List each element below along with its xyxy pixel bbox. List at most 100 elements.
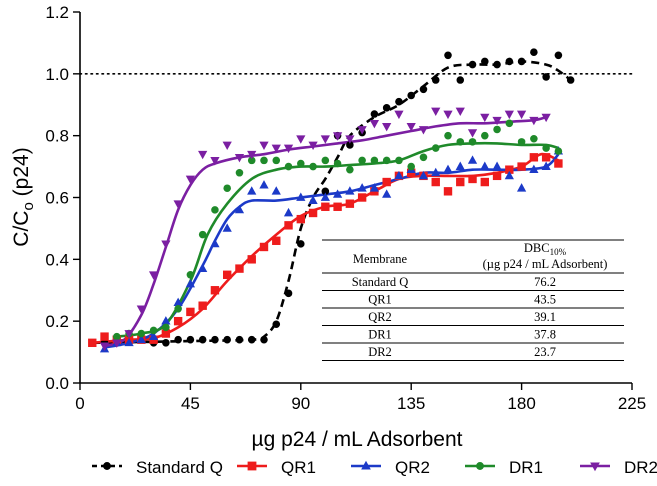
qr1-point: [554, 159, 563, 168]
qr1-point: [235, 264, 244, 273]
qr2-point: [308, 195, 318, 204]
dr2-point: [406, 123, 416, 132]
data-points: [88, 48, 575, 353]
dr2-point: [516, 110, 527, 120]
standard-q-point: [566, 76, 575, 84]
qr2-point: [296, 192, 306, 201]
qr1-point: [382, 177, 391, 187]
qr1-point: [321, 202, 330, 211]
standard-q-point: [370, 110, 379, 118]
dr2-point: [443, 110, 453, 120]
dr1-point: [346, 165, 354, 174]
dr2-point: [455, 107, 465, 116]
table-header-membrane: Membrane: [353, 252, 408, 266]
qr2-point: [136, 334, 146, 344]
standard-q-point: [382, 104, 391, 112]
standard-q-point: [505, 57, 514, 66]
qr1-point: [198, 301, 207, 310]
standard-q-point: [186, 335, 195, 344]
standard-q-point: [431, 76, 440, 84]
qr1-point: [161, 329, 171, 338]
qr1-point: [210, 286, 220, 295]
dr1-point: [358, 156, 366, 165]
dr1-point: [493, 125, 501, 134]
dr1-point: [247, 156, 256, 165]
standard-q-point: [247, 335, 256, 344]
x-tick-label: 0: [75, 394, 84, 413]
dr1-point: [309, 162, 317, 171]
legend-label-standard-q: Standard Q: [136, 458, 223, 477]
table-cell-dbc: 37.8: [534, 328, 556, 342]
dr2-point: [124, 330, 134, 339]
x-axis-title: µg p24 / mL Adsorbent: [252, 428, 463, 451]
qr1-point: [505, 165, 514, 174]
qr2-point: [431, 167, 441, 177]
dr1-point: [505, 119, 514, 128]
qr2-point: [529, 164, 539, 174]
dr1-point: [395, 156, 403, 165]
dr1-point: [149, 326, 158, 335]
dr1-point: [431, 144, 440, 152]
qr2-point: [443, 164, 453, 174]
legend-label-qr1: QR1: [281, 458, 316, 477]
qr1-point: [443, 187, 453, 196]
dr2-point: [504, 110, 514, 120]
qr2-point: [161, 316, 171, 325]
standard-q-fit-line: [92, 60, 572, 345]
dr1-point: [272, 156, 281, 165]
qr1-point: [357, 193, 367, 202]
legend-label-dr2: DR2: [624, 458, 657, 477]
qr1-point: [259, 242, 269, 252]
standard-q-point: [211, 335, 219, 344]
qr2-point: [124, 337, 134, 347]
standard-q-point: [530, 48, 538, 56]
qr2-point: [247, 186, 257, 195]
standard-q-point: [481, 57, 489, 66]
standard-q-point: [198, 335, 207, 344]
standard-q-point: [162, 339, 170, 347]
dr1-point: [137, 329, 146, 338]
dr1-point: [456, 138, 465, 146]
qr2-point: [504, 170, 514, 180]
dr2-point: [148, 271, 159, 280]
dr1-point: [419, 153, 428, 162]
dr2-fit-line: [104, 115, 547, 348]
legend-marker-qr2: [361, 460, 371, 470]
legend-marker-standard-q: [103, 462, 111, 470]
dr1-point: [113, 332, 121, 341]
dr2-point: [467, 129, 478, 138]
dr2-point: [173, 200, 183, 209]
qr1-point: [456, 177, 465, 187]
standard-q-point: [235, 335, 244, 344]
qr1-point: [100, 332, 109, 341]
table-cell-membrane: DR1: [368, 328, 392, 342]
dr1-point: [174, 305, 182, 313]
qr1-point: [468, 174, 477, 184]
qr1-point: [333, 202, 342, 211]
qr2-point: [173, 297, 183, 306]
dr1-point: [211, 206, 219, 214]
standard-q-point: [321, 187, 330, 196]
dr1-point: [407, 162, 415, 171]
dr1-point: [370, 156, 379, 165]
dr1-point: [162, 323, 170, 332]
table-cell-dbc: 76.2: [534, 275, 556, 289]
table-cell-membrane: DR2: [368, 345, 392, 359]
table-cell-dbc: 39.1: [534, 310, 556, 324]
dr2-point: [259, 141, 269, 150]
qr2-point: [541, 161, 551, 170]
qr2-point: [271, 186, 281, 195]
dr1-point: [284, 162, 293, 171]
qr2-point: [332, 189, 343, 198]
qr1-point: [284, 221, 293, 230]
qr1-point: [431, 177, 440, 187]
table-header-dbc: DBC10%: [524, 241, 567, 257]
qr2-point: [480, 161, 490, 170]
qr2-fit-line: [104, 153, 560, 349]
qr1-point: [223, 270, 232, 279]
standard-q-point: [297, 240, 305, 248]
dr2-point: [418, 126, 429, 135]
table-cell-dbc: 43.5: [534, 293, 556, 307]
qr2-point: [394, 170, 404, 180]
standard-q-point: [395, 97, 403, 106]
